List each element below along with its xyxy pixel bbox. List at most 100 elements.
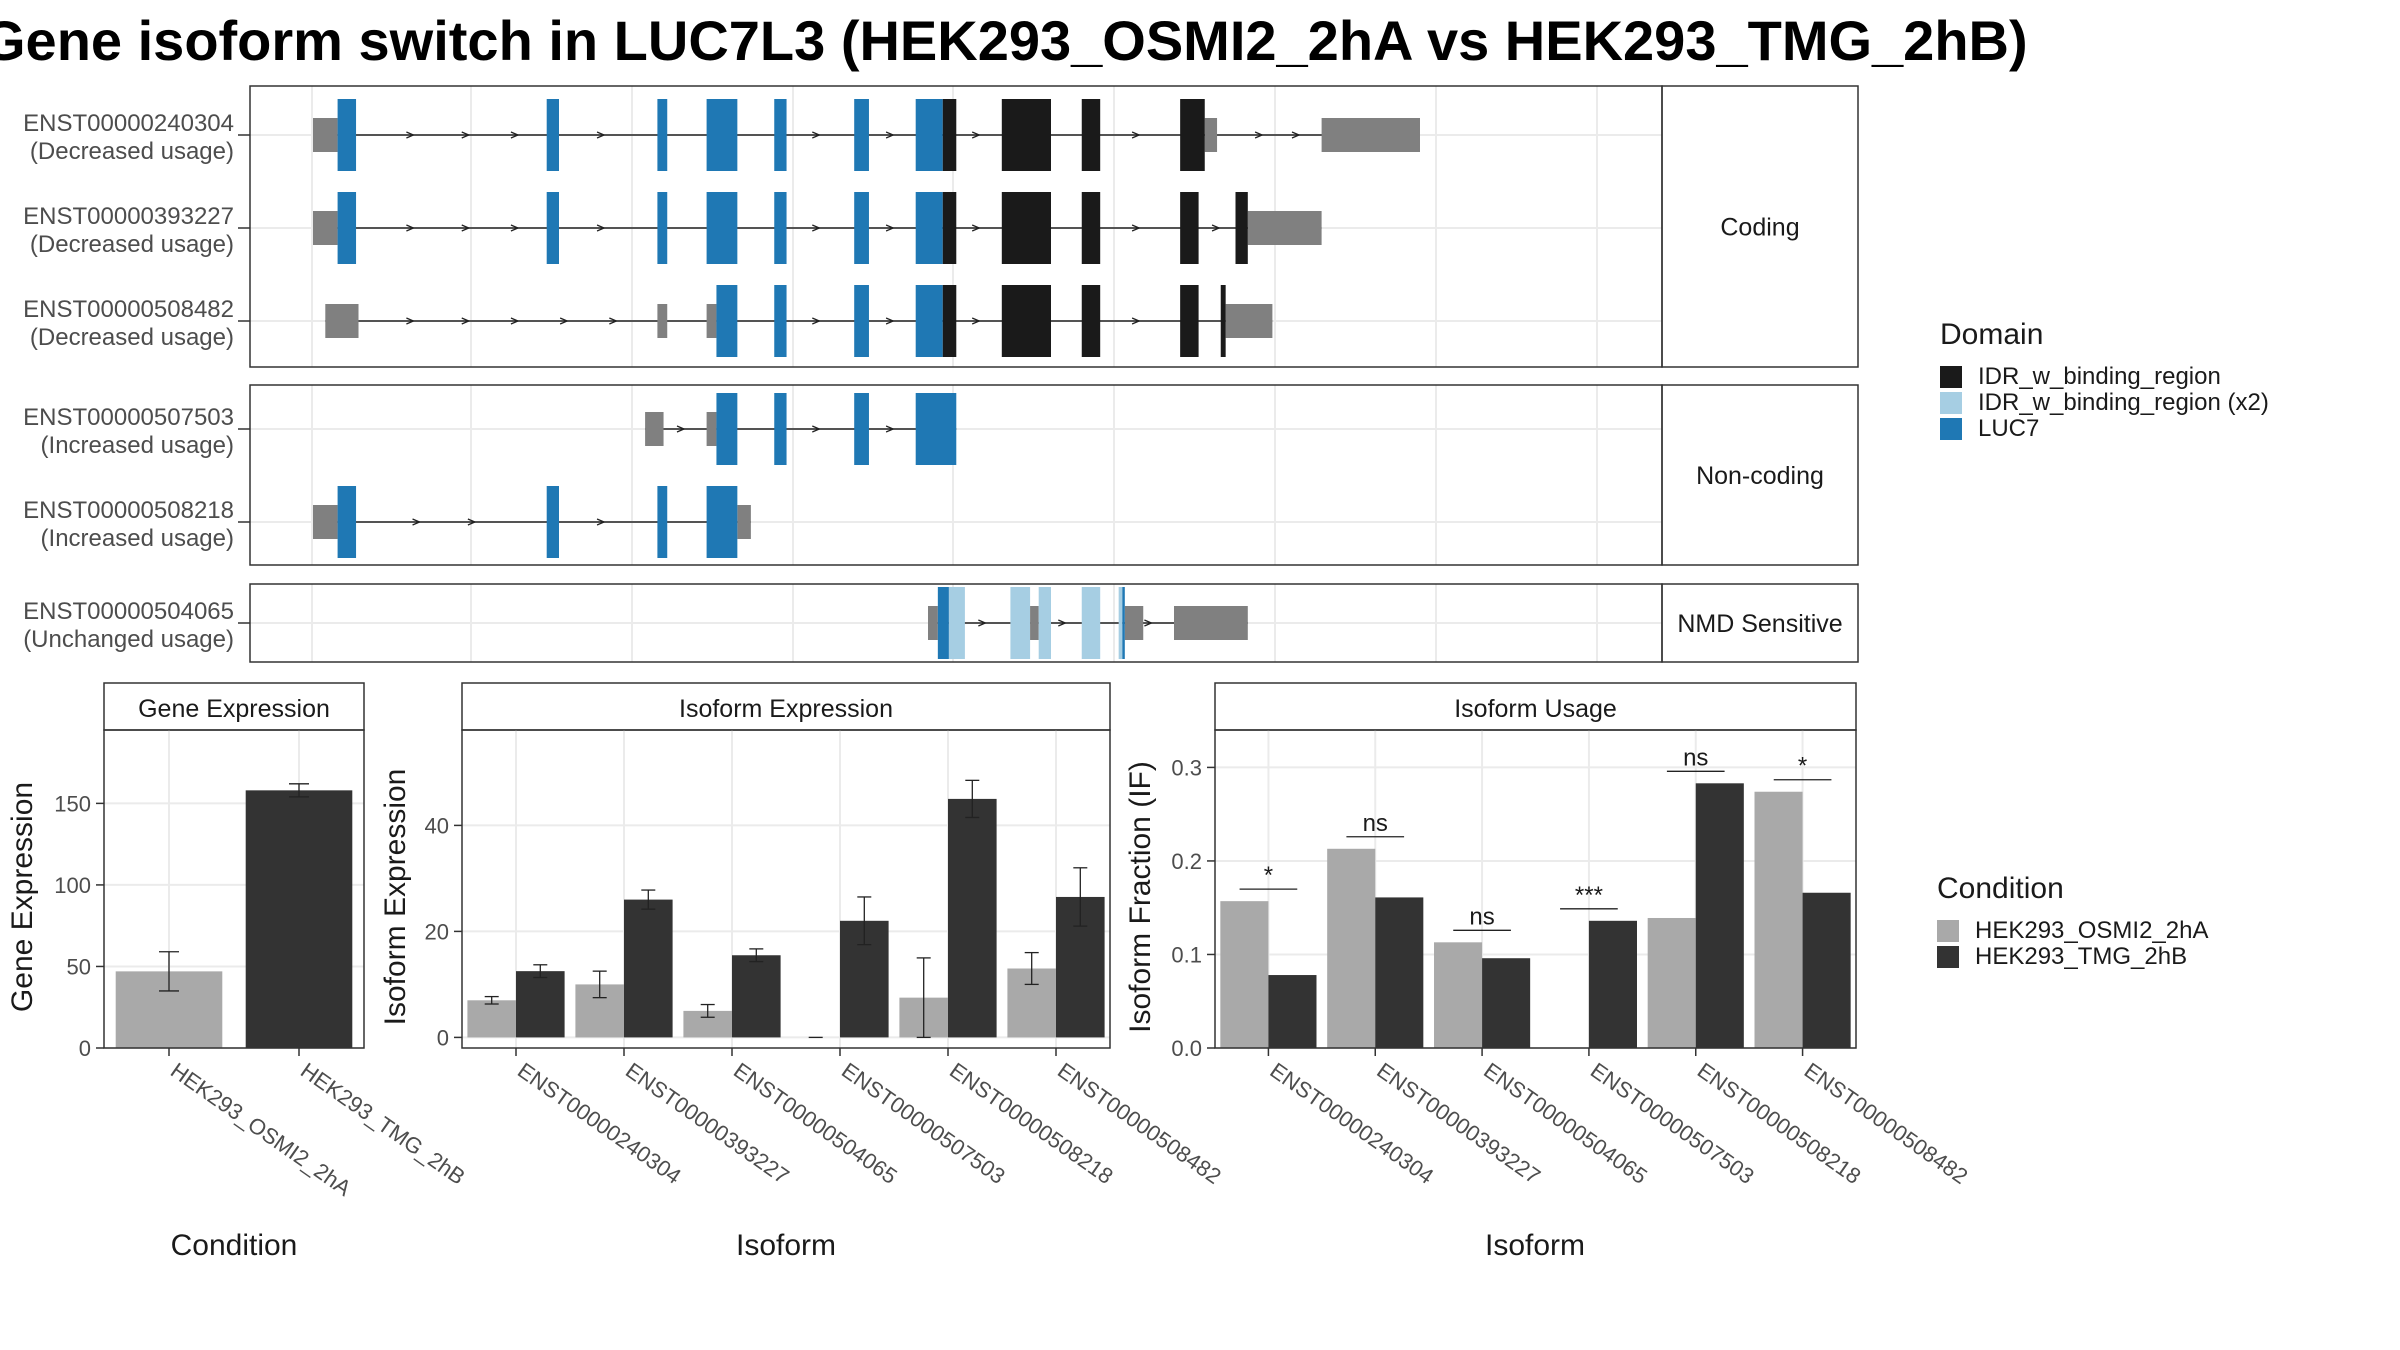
intron-arrow	[596, 518, 606, 526]
utr-segment	[1225, 304, 1273, 338]
exon-block	[1180, 192, 1199, 264]
exon-block	[942, 99, 957, 171]
exon-block	[716, 285, 738, 357]
exon-block	[657, 486, 668, 558]
exon-block	[1001, 285, 1051, 357]
exon-block	[774, 393, 787, 465]
transcript-usage-label: (Increased usage)	[41, 432, 234, 459]
exon-block	[657, 192, 668, 264]
chart-panel-border	[461, 729, 1111, 1049]
y-tick-label: 0.3	[1171, 755, 1202, 780]
transcript-usage-label: (Decreased usage)	[30, 324, 234, 351]
condition-legend: Condition HEK293_OSMI2_2hA HEK293_TMG_2h…	[1937, 872, 2208, 970]
transcript-usage-label: (Decreased usage)	[30, 138, 234, 165]
chart-panel-title: Isoform Usage	[1454, 695, 1617, 723]
intron-arrow	[609, 317, 619, 325]
legend-swatch-luc7	[1940, 418, 1962, 440]
domain-legend: Domain IDR_w_binding_region IDR_w_bindin…	[1940, 318, 2269, 442]
exon-block	[337, 486, 357, 558]
intron-arrow	[406, 317, 416, 325]
chart-panel-title: Gene Expression	[138, 695, 330, 723]
exon-block	[1220, 285, 1226, 357]
legend-label-idr-x2: IDR_w_binding_region (x2)	[1978, 389, 2269, 416]
intron-arrow	[1211, 224, 1221, 232]
domain-legend-title: Domain	[1940, 318, 2044, 351]
legend-item-idr-x2: IDR_w_binding_region (x2)	[1940, 389, 2269, 416]
exon-block	[774, 99, 787, 171]
utr-segment	[325, 304, 359, 338]
exon-block	[915, 393, 957, 465]
intron-arrow	[812, 131, 821, 139]
bar	[732, 955, 781, 1038]
intron-arrow	[812, 425, 821, 433]
intron-arrow	[461, 131, 471, 139]
intron-arrow	[467, 518, 477, 526]
exon-block	[1001, 192, 1051, 264]
utr-segment	[706, 412, 717, 446]
structure-panel-border	[249, 583, 1663, 663]
intron-arrow	[971, 224, 981, 232]
transcript-usage-label: (Unchanged usage)	[23, 626, 234, 653]
exon-block	[546, 99, 559, 171]
exon-block	[854, 99, 869, 171]
bar	[948, 798, 997, 1038]
bar	[1482, 958, 1531, 1048]
chart-strip	[1214, 682, 1857, 731]
utr-segment	[313, 211, 338, 245]
significance-label: *	[1264, 862, 1273, 889]
chart-panel-title: Isoform Expression	[679, 695, 893, 723]
y-tick-label: 0.1	[1171, 942, 1202, 967]
transcript-id-label: ENST00000508218	[23, 497, 234, 524]
exon-block	[854, 285, 869, 357]
x-axis-title: Isoform	[1485, 1229, 1585, 1262]
exon-block	[854, 192, 869, 264]
exon-block	[937, 587, 949, 659]
utr-segment	[1174, 606, 1248, 640]
transcript-usage-label: (Decreased usage)	[30, 231, 234, 258]
transcript-id-label: ENST00000240304	[23, 110, 234, 137]
bar	[245, 790, 353, 1048]
bar	[1375, 897, 1424, 1048]
utr-segment	[706, 304, 717, 338]
intron-arrow	[510, 131, 520, 139]
transcript-id-label: ENST00000504065	[23, 598, 234, 625]
intron-arrow	[1131, 131, 1141, 139]
significance-label: *	[1798, 753, 1807, 780]
intron-arrow	[1131, 224, 1141, 232]
bar	[516, 971, 565, 1038]
exon-block	[546, 192, 559, 264]
chart-panel-border	[1214, 729, 1857, 1049]
intron-arrow	[812, 224, 821, 232]
bar	[1588, 920, 1637, 1048]
intron-arrow	[885, 425, 895, 433]
exon-block	[1081, 285, 1101, 357]
legend-swatch-osmi	[1937, 920, 1959, 942]
intron-arrow	[510, 224, 520, 232]
structure-panel-border	[249, 85, 1663, 368]
significance-label: ns	[1363, 810, 1388, 837]
transcript-usage-label: (Increased usage)	[41, 525, 234, 552]
exon-block	[774, 285, 787, 357]
exon-block	[1118, 587, 1123, 659]
y-tick-label: 0.0	[1171, 1036, 1202, 1061]
utr-segment	[1321, 118, 1420, 152]
y-tick-label: 0	[79, 1036, 91, 1061]
legend-swatch-idr-x2	[1940, 392, 1962, 414]
exon-block	[1010, 587, 1031, 659]
y-axis-title: Gene Expression	[6, 782, 39, 1012]
utr-segment	[313, 118, 338, 152]
legend-item-idr: IDR_w_binding_region	[1940, 363, 2269, 390]
chart-panel-border	[103, 729, 365, 1049]
intron-arrow	[885, 131, 895, 139]
bar	[1647, 917, 1696, 1048]
intron-arrow	[971, 317, 981, 325]
structure-strip	[1661, 384, 1859, 566]
exon-block	[915, 192, 943, 264]
bar	[1327, 848, 1376, 1048]
structure-strip-label: Coding	[1720, 214, 1799, 242]
bar	[467, 1000, 516, 1038]
exon-block	[915, 285, 943, 357]
exon-block	[716, 393, 738, 465]
utr-segment	[1247, 211, 1322, 245]
exon-block	[1081, 192, 1101, 264]
